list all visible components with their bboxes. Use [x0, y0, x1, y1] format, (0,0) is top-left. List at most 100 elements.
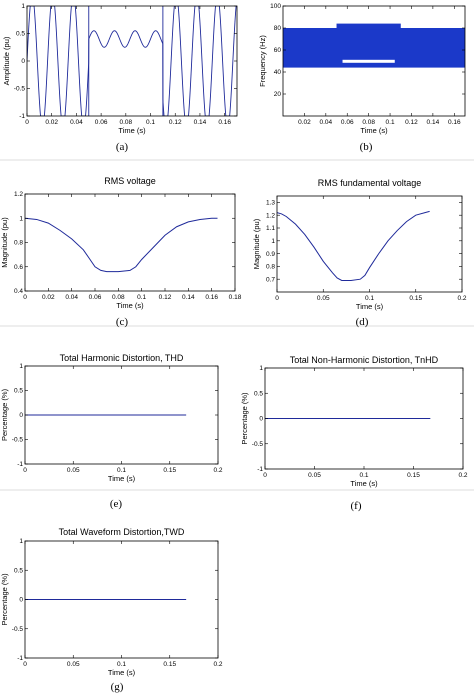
y-tick-label: 0.8: [266, 264, 275, 271]
chart-caption: (a): [116, 141, 129, 153]
y-tick-label: -1: [17, 461, 23, 468]
chart-title: RMS fundamental voltage: [318, 178, 422, 188]
chart-g: 0 0.05 0.1 0.15 0.2 -1 -0.5 0 0.5 1 Time (s) Percen…: [0, 527, 223, 693]
x-tick-label: 0.08: [119, 119, 132, 126]
x-axis-label: Time (s): [360, 126, 388, 135]
y-tick-label: 0.9: [266, 251, 275, 258]
x-tick-label: 0.12: [159, 294, 172, 301]
x-tick-label: 0.16: [205, 294, 218, 301]
chart-f: 0 0.05 0.1 0.15 0.2 -1 -0.5 0 0.5 1 Time (s) Percen…: [240, 355, 468, 512]
y-tick-label: 20: [274, 91, 282, 98]
y-tick-label: 1.2: [14, 191, 23, 198]
y-tick-label: 1: [19, 538, 23, 545]
x-tick-label: 0.05: [308, 472, 321, 479]
y-tick-label: 0: [19, 597, 23, 604]
x-axis-label: Time (s): [108, 474, 136, 483]
y-axis-label: Percentage (%): [0, 388, 9, 441]
chart-caption: (f): [351, 500, 362, 512]
series-line: [277, 210, 430, 281]
plot-area: [27, 6, 237, 116]
y-tick-label: 40: [274, 69, 282, 76]
chart-title: RMS voltage: [104, 176, 156, 186]
x-tick-label: 0.2: [213, 661, 222, 668]
y-tick-label: 1: [259, 365, 263, 372]
x-axis-label: Time (s): [118, 126, 146, 135]
x-axis-label: Time (s): [356, 302, 384, 311]
x-tick-label: 0: [275, 295, 279, 302]
y-tick-label: 60: [274, 47, 282, 54]
chart-b: 0.02 0.04 0.06 0.08 0.1 0.12 0.14 0.16 20 40 60 80 1…: [258, 3, 466, 153]
y-tick-label: 100: [270, 3, 281, 10]
x-axis-label: Time (s): [108, 668, 136, 677]
plot-frame: [282, 5, 466, 117]
x-tick-label: 0.02: [45, 119, 58, 126]
chart-title: Total Harmonic Distortion, THD: [60, 353, 184, 363]
x-tick-label: 0.1: [359, 472, 368, 479]
x-tick-label: 0: [263, 472, 267, 479]
y-tick-label: -1: [19, 113, 25, 120]
x-tick-label: 0: [23, 661, 27, 668]
y-tick-label: 1.2: [266, 212, 275, 219]
x-tick-label: 0.02: [298, 119, 311, 126]
x-tick-label: 0.1: [117, 467, 126, 474]
y-tick-label: 1.1: [266, 225, 275, 232]
y-axis-label: Percentage (%): [0, 573, 9, 626]
y-tick-label: 0: [259, 416, 263, 423]
x-tick-label: 0: [25, 119, 29, 126]
series-line: [27, 6, 237, 116]
plot-area: [25, 217, 218, 273]
x-tick-label: 0.05: [67, 661, 80, 668]
y-tick-label: 0.7: [266, 276, 275, 283]
chart-c: 0 0.02 0.04 0.06 0.08 0.1 0.12 0.14 0.16 0.18 0.4 0…: [0, 176, 242, 328]
x-tick-label: 0.04: [319, 119, 332, 126]
x-tick-label: 0.05: [67, 467, 80, 474]
x-tick-label: 0.15: [407, 472, 420, 479]
heatmap-sag-notch: [342, 59, 395, 63]
x-tick-label: 0.02: [42, 294, 55, 301]
chart-caption: (c): [116, 316, 129, 328]
x-tick-label: 0.1: [117, 661, 126, 668]
plot-frame: [26, 5, 238, 117]
y-tick-label: -0.5: [12, 437, 24, 444]
x-tick-label: 0.05: [317, 295, 330, 302]
x-tick-label: 0.1: [137, 294, 146, 301]
x-tick-label: 0.18: [229, 294, 242, 301]
chart-e: 0 0.05 0.1 0.15 0.2 -1 -0.5 0 0.5 1 Time (s) Percen…: [0, 353, 223, 510]
chart-d: 0 0.05 0.1 0.15 0.2 0.7 0.8 0.9 1 1.1 1.2 1.3 Time (…: [252, 178, 467, 328]
x-tick-label: 0.15: [163, 467, 176, 474]
x-axis-label: Time (s): [350, 479, 378, 488]
x-tick-label: 0.16: [218, 119, 231, 126]
y-tick-label: 1.3: [266, 200, 275, 207]
y-tick-label: 0.5: [14, 567, 23, 574]
y-tick-label: 0.6: [14, 264, 23, 271]
x-tick-label: 0.14: [427, 119, 440, 126]
y-tick-label: 1: [19, 363, 23, 370]
x-tick-label: 0.1: [146, 119, 155, 126]
heatmap-sag-upper: [336, 23, 401, 30]
chart-caption: (b): [360, 141, 373, 153]
chart-title: Total Waveform Distortion,TWD: [59, 527, 185, 537]
x-tick-label: 0.08: [362, 119, 375, 126]
chart-caption: (e): [110, 498, 123, 510]
x-tick-label: 0.15: [409, 295, 422, 302]
plot-frame: [24, 193, 236, 292]
y-tick-label: -0.5: [252, 441, 264, 448]
y-tick-label: 0.4: [14, 288, 23, 295]
x-tick-label: 0.04: [70, 119, 83, 126]
series-line: [25, 217, 218, 273]
y-axis-label: Frequency (Hz): [258, 35, 267, 87]
x-tick-label: 0.12: [169, 119, 182, 126]
y-tick-label: -0.5: [14, 86, 26, 93]
y-tick-label: -0.5: [12, 626, 24, 633]
y-tick-label: 1: [21, 3, 25, 10]
x-tick-label: 0.2: [213, 467, 222, 474]
x-tick-label: 0.12: [405, 119, 418, 126]
y-tick-label: 1: [271, 238, 275, 245]
plot-frame: [276, 195, 463, 293]
chart-a: 0 0.02 0.04 0.06 0.08 0.1 0.12 0.14 0.16 -1 -0.5 0 0…: [2, 3, 238, 153]
chart-caption: (g): [111, 681, 124, 693]
x-tick-label: 0.06: [89, 294, 102, 301]
x-tick-label: 0.16: [448, 119, 461, 126]
y-tick-label: 0: [19, 412, 23, 419]
